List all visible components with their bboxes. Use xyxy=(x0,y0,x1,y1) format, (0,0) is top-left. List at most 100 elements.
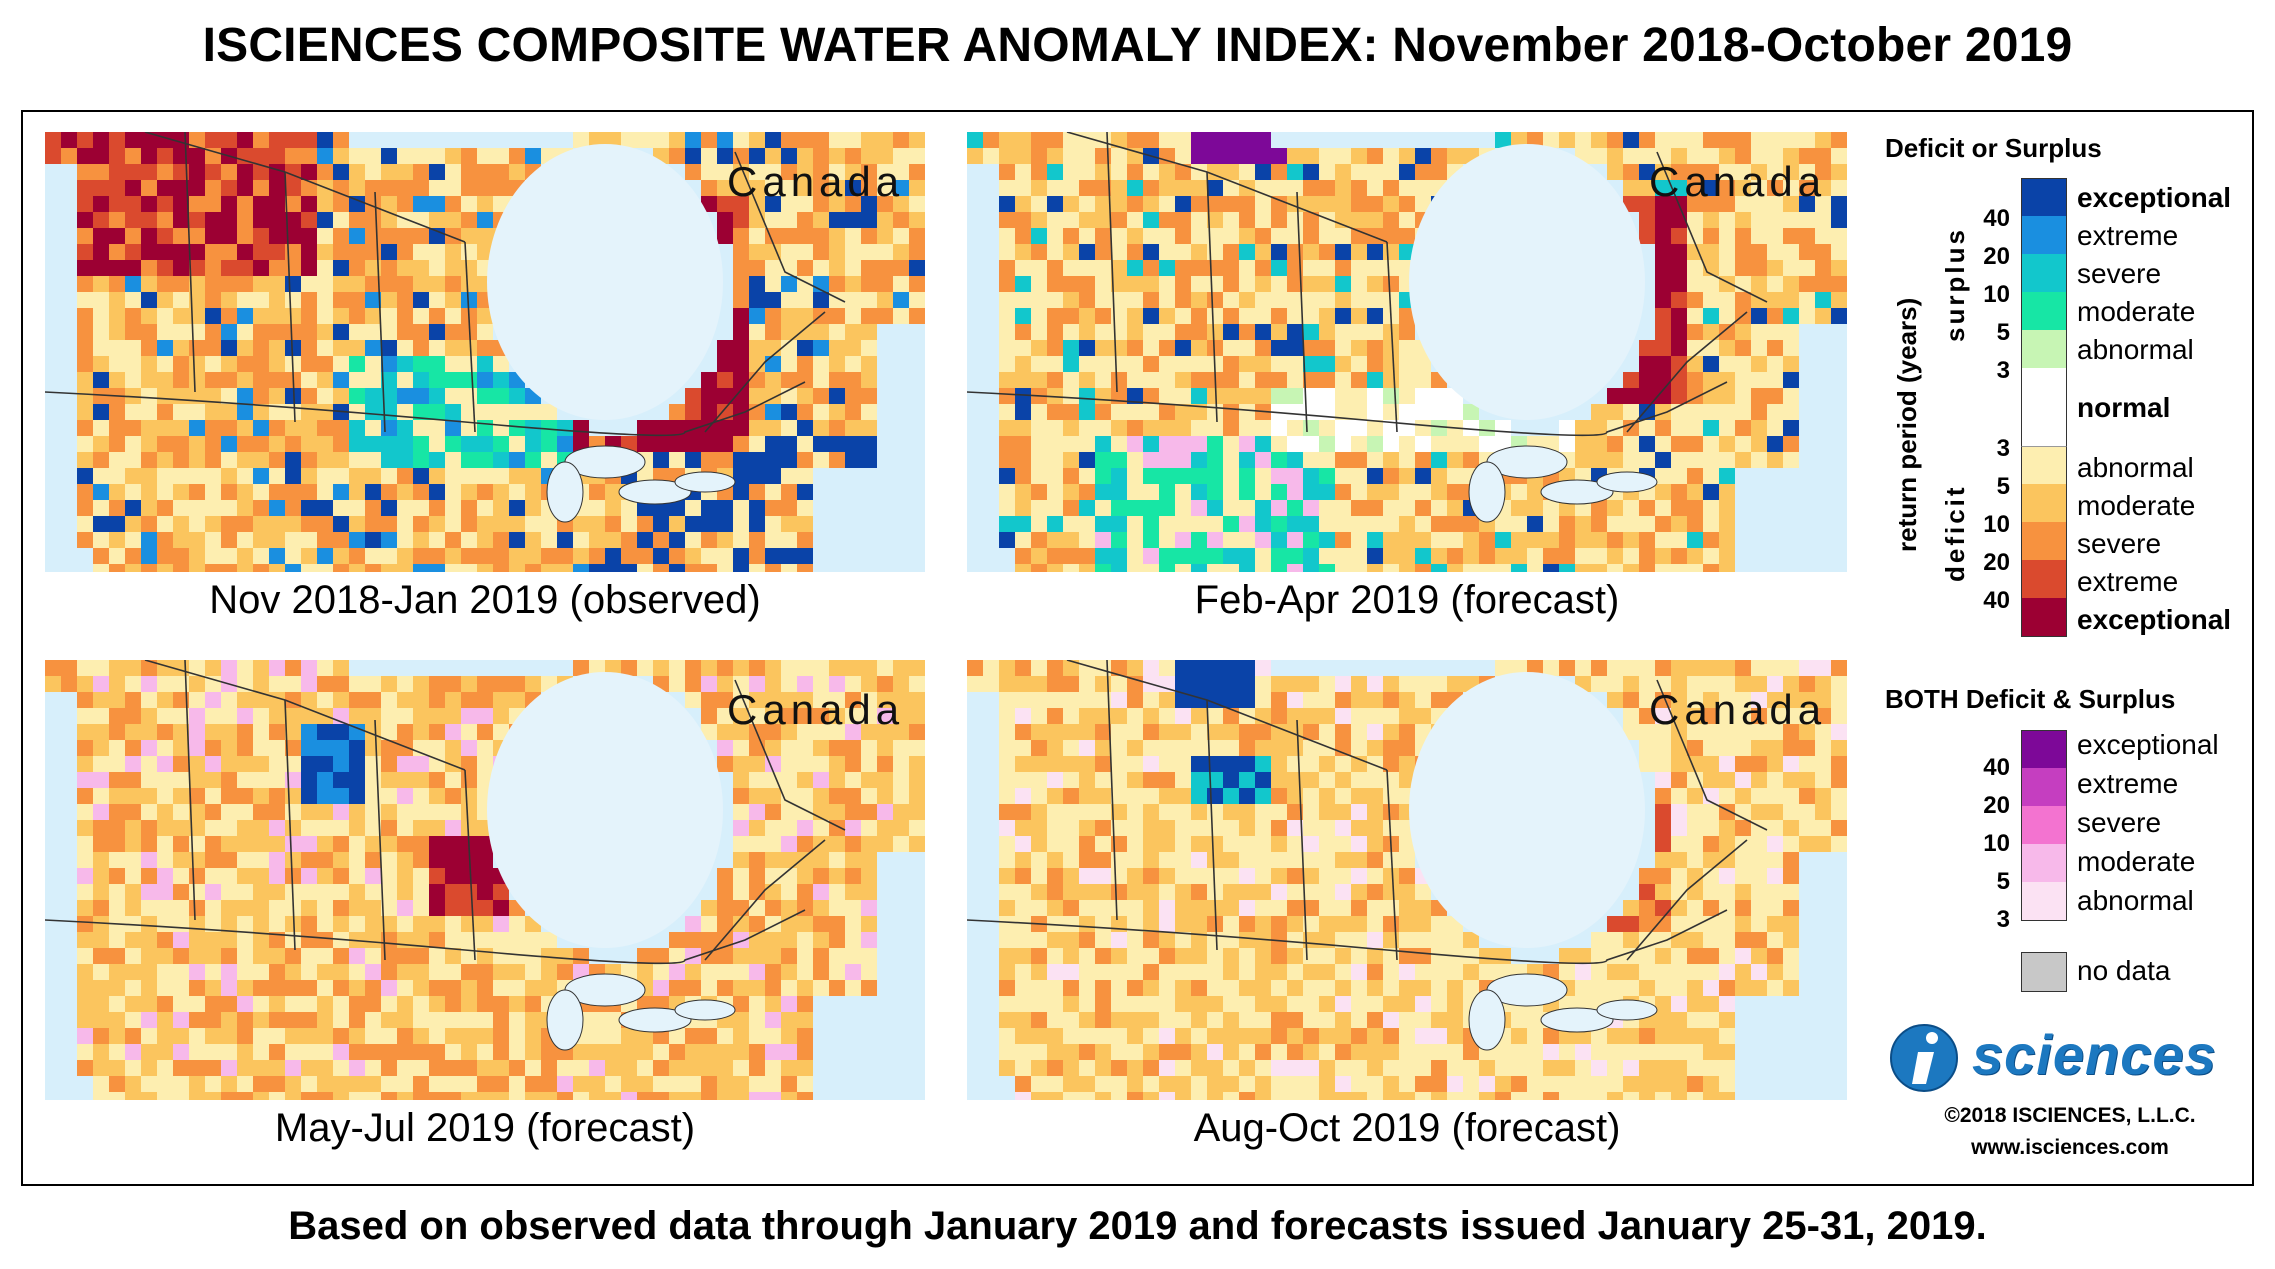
legend-label-no-data: no data xyxy=(2077,955,2171,986)
map-panel-feb-apr xyxy=(967,132,1847,572)
legend-label-deficit-extreme: extreme xyxy=(2077,566,2179,597)
boundary-line xyxy=(967,381,1728,437)
boundary-line xyxy=(1386,241,1398,433)
boundary-line xyxy=(284,171,296,423)
great-lake xyxy=(1596,999,1658,1021)
boundary-line xyxy=(704,839,826,961)
anomaly-map xyxy=(967,660,1847,1100)
boundary-line xyxy=(45,381,806,437)
legend-tick: 5 xyxy=(1996,868,2010,895)
hudson-bay xyxy=(1409,672,1645,948)
legend-tick: 3 xyxy=(1996,435,2010,462)
legend-label-deficit-severe: severe xyxy=(2077,528,2162,559)
boundary-line xyxy=(374,719,386,961)
boundary-line xyxy=(1106,660,1118,921)
legend-tick: 5 xyxy=(1996,319,2010,346)
panel-label-may-jul: May-Jul 2019 (forecast) xyxy=(274,1106,696,1150)
swatch-no-data xyxy=(2021,952,2067,992)
boundary-line xyxy=(184,132,196,393)
boundary-line xyxy=(1296,719,1308,961)
anomaly-grid xyxy=(45,132,925,572)
boundary-line xyxy=(1626,311,1748,433)
map-panel-nov-jan xyxy=(45,132,925,572)
brand-wordmark: sciences xyxy=(1972,1023,2217,1086)
swatch-both-exceptional xyxy=(2021,730,2067,769)
boundary-line xyxy=(144,660,466,771)
swatch-deficit-moderate xyxy=(2021,484,2067,522)
copyright-text: ©2018 ISCIENCES, L.L.C. xyxy=(1944,1104,2196,1127)
map-panel-may-jul xyxy=(45,660,925,1100)
region-name-canada: Canada xyxy=(1649,686,1827,733)
footer-note: Based on observed data through January 2… xyxy=(288,1204,1987,1248)
anomaly-grid xyxy=(967,132,1847,572)
anomaly-grid xyxy=(45,660,925,1100)
swatch-surplus-abnormal xyxy=(2021,330,2067,368)
boundary-line xyxy=(1066,660,1388,771)
swatch-deficit-abnormal xyxy=(2021,446,2067,485)
hudson-bay xyxy=(487,144,723,420)
map-panel-aug-oct xyxy=(967,660,1847,1100)
legend-label-deficit-moderate: moderate xyxy=(2077,490,2196,521)
page-title: ISCIENCES COMPOSITE WATER ANOMALY INDEX:… xyxy=(202,19,2073,72)
anomaly-grid xyxy=(967,660,1847,1100)
legend-label-surplus-abnormal: abnormal xyxy=(2077,334,2194,365)
hudson-bay xyxy=(1409,144,1645,420)
swatch-both-severe xyxy=(2021,806,2067,844)
great-lake xyxy=(674,999,736,1021)
anomaly-map xyxy=(45,660,925,1100)
legend-tick: 40 xyxy=(1983,205,2010,232)
boundary-line xyxy=(734,151,846,303)
boundary-line xyxy=(144,132,466,243)
legend-title-both: BOTH Deficit & Surplus xyxy=(1885,684,2176,714)
boundary-line xyxy=(464,769,476,961)
region-name-canada: Canada xyxy=(727,158,905,205)
hudson-bay xyxy=(487,672,723,948)
boundary-line xyxy=(967,909,1728,965)
legend-deficit-label: deficit xyxy=(1940,484,1970,582)
legend-tick: 10 xyxy=(1983,830,2010,857)
swatch-deficit-extreme xyxy=(2021,560,2067,598)
legend-label-both-abnormal: abnormal xyxy=(2077,885,2194,916)
swatch-deficit-severe xyxy=(2021,522,2067,560)
anomaly-map xyxy=(45,132,925,572)
boundary-line xyxy=(284,699,296,951)
legend-tick: 3 xyxy=(1996,357,2010,384)
boundary-line xyxy=(704,311,826,433)
swatch-both-moderate xyxy=(2021,844,2067,882)
swatch-normal xyxy=(2021,368,2067,446)
boundary-line xyxy=(184,660,196,921)
great-lake xyxy=(618,479,692,505)
boundary-line xyxy=(374,191,386,433)
great-lake xyxy=(546,461,584,523)
legend-tick: 5 xyxy=(1996,473,2010,500)
legend-label-normal: normal xyxy=(2077,392,2171,423)
panel-label-aug-oct: Aug-Oct 2019 (forecast) xyxy=(1193,1106,1621,1150)
legend-label-surplus-exceptional: exceptional xyxy=(2077,182,2232,213)
legend-label-both-extreme: extreme xyxy=(2077,768,2179,799)
legend-label-both-exceptional: exceptional xyxy=(2077,729,2219,760)
boundary-line xyxy=(1626,839,1748,961)
boundary-line xyxy=(1296,191,1308,433)
legend-axis-label: return period (years) xyxy=(1892,297,1922,552)
legend-tick: 40 xyxy=(1983,754,2010,781)
great-lake xyxy=(1596,471,1658,493)
legend-tick: 3 xyxy=(1996,906,2010,933)
great-lake xyxy=(1540,479,1614,505)
legend-tick: 10 xyxy=(1983,511,2010,538)
boundary-line xyxy=(1386,769,1398,961)
swatch-surplus-extreme xyxy=(2021,216,2067,254)
legend-label-both-severe: severe xyxy=(2077,807,2162,838)
swatch-both-extreme xyxy=(2021,768,2067,806)
boundary-line xyxy=(734,679,846,831)
figure-frame xyxy=(21,110,2254,1186)
swatch-both-abnormal xyxy=(2021,882,2067,921)
swatch-surplus-moderate xyxy=(2021,292,2067,330)
legend-tick: 40 xyxy=(1983,587,2010,614)
swatch-deficit-exceptional xyxy=(2021,598,2067,637)
legend-tick: 20 xyxy=(1983,549,2010,576)
panel-label-nov-jan: Nov 2018-Jan 2019 (observed) xyxy=(209,578,761,622)
region-name-canada: Canada xyxy=(1649,158,1827,205)
anomaly-map xyxy=(967,132,1847,572)
boundary-line xyxy=(45,909,806,965)
legend-surplus-label: surplus xyxy=(1940,227,1970,342)
